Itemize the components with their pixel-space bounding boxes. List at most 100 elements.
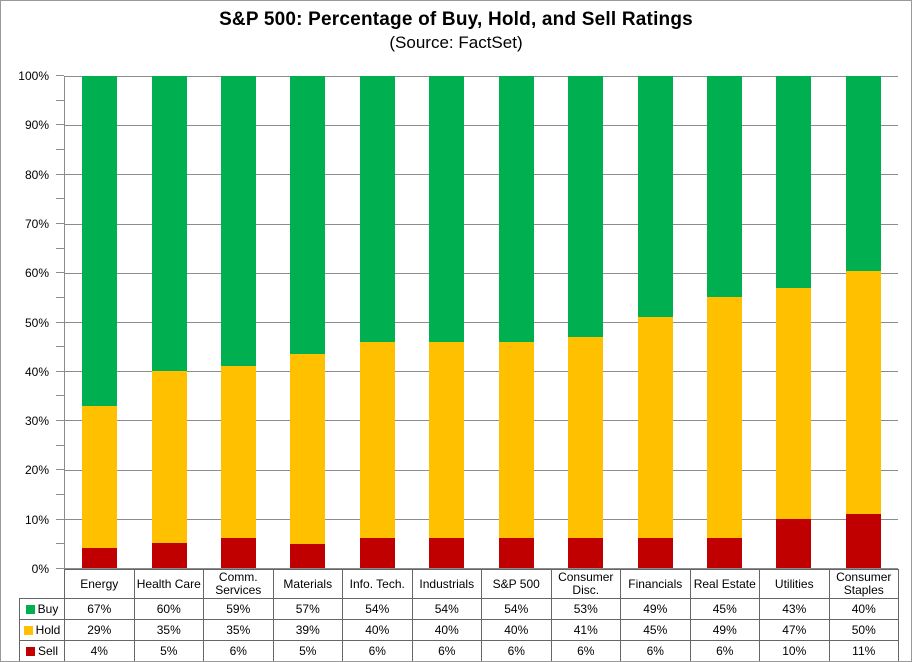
value-hold-s-p-500: 40% xyxy=(481,619,552,641)
y-axis-tick xyxy=(56,75,64,76)
value-buy-consumer-disc: 53% xyxy=(550,598,621,620)
bar-segment-sell-consumer-disc xyxy=(568,538,604,568)
bar-segment-buy-industrials xyxy=(429,76,465,342)
value-sell-consumer-staples: 11% xyxy=(828,640,899,661)
value-hold-comm-services: 35% xyxy=(203,619,274,641)
table-row-sell: Sell 4% 5% 6% 5% 6% 6% 6% 6% 6% 6% 10% 11% xyxy=(19,640,899,661)
gridlines-layer xyxy=(65,76,898,568)
category-header-materials: Materials xyxy=(272,569,343,599)
bar-segment-hold-consumer-staples xyxy=(845,270,881,515)
category-header-utilities: Utilities xyxy=(759,569,830,599)
bar-industrials xyxy=(412,76,481,568)
chart-subtitle: (Source: FactSet) xyxy=(389,33,523,52)
value-buy-consumer-staples: 40% xyxy=(828,598,899,620)
value-buy-industrials: 54% xyxy=(411,598,482,620)
bars-layer xyxy=(65,76,898,568)
value-sell-consumer-disc: 6% xyxy=(550,640,621,661)
value-hold-health-care: 35% xyxy=(133,619,204,641)
y-axis-ticks xyxy=(56,75,64,569)
y-axis-tick xyxy=(56,124,64,126)
y-axis-label: 60% xyxy=(24,266,49,281)
value-sell-s-p-500: 6% xyxy=(481,640,552,661)
category-header-financials: Financials xyxy=(620,569,691,599)
bar-segment-buy-info-tech xyxy=(359,76,395,342)
y-axis-label: 80% xyxy=(24,167,49,182)
gridline xyxy=(65,174,898,176)
bar-segment-sell-real-estate xyxy=(707,538,742,568)
category-header-industrials: Industrials xyxy=(411,569,482,599)
y-axis-tick xyxy=(56,395,64,397)
bar-segment-sell-utilities xyxy=(776,518,812,568)
chart-title: S&P 500: Percentage of Buy, Hold, and Se… xyxy=(219,9,693,30)
legend-swatch-buy xyxy=(25,604,35,614)
bar-segment-sell-comm-services xyxy=(221,538,257,568)
bar-segment-hold-energy xyxy=(82,405,118,549)
y-axis-tick xyxy=(56,420,64,422)
bar-segment-buy-s-p-500 xyxy=(498,76,534,342)
value-sell-health-care: 5% xyxy=(133,640,204,661)
value-buy-utilities: 43% xyxy=(759,598,830,620)
bar-segment-hold-real-estate xyxy=(707,297,742,539)
y-axis-tick xyxy=(56,444,64,446)
value-buy-real-estate: 45% xyxy=(689,598,760,620)
value-sell-real-estate: 6% xyxy=(689,640,760,661)
bar-health-care xyxy=(134,76,203,568)
bar-segment-hold-financials xyxy=(637,317,673,539)
category-header-s-p-500: S&P 500 xyxy=(481,569,552,599)
value-hold-info-tech: 40% xyxy=(342,619,413,641)
y-axis-tick xyxy=(56,247,64,249)
y-axis-label: 10% xyxy=(24,512,49,527)
bar-s-p-500 xyxy=(482,76,551,568)
legend-swatch-hold xyxy=(23,625,33,635)
legend-label-sell: Sell xyxy=(37,643,58,658)
legend-label-hold: Hold xyxy=(35,622,61,637)
bar-segment-sell-health-care xyxy=(151,543,187,568)
plot-area xyxy=(64,76,898,569)
table-corner-blank xyxy=(20,570,65,599)
bar-segment-hold-materials xyxy=(290,353,326,544)
bar-energy xyxy=(65,76,134,568)
value-sell-energy: 4% xyxy=(64,640,135,661)
bar-segment-hold-s-p-500 xyxy=(498,341,534,539)
value-hold-energy: 29% xyxy=(64,619,135,641)
category-header-consumer-disc: Consumer Disc. xyxy=(550,569,621,599)
y-axis-label: 0% xyxy=(31,562,49,576)
value-hold-financials: 45% xyxy=(620,619,691,641)
value-sell-info-tech: 6% xyxy=(342,640,413,661)
bar-comm-services xyxy=(204,76,273,568)
y-axis-label: 100% xyxy=(18,69,49,83)
value-buy-materials: 57% xyxy=(272,598,343,620)
y-axis-tick xyxy=(56,148,64,150)
y-axis-label: 20% xyxy=(24,463,49,478)
legend-swatch-sell xyxy=(25,646,35,656)
bar-segment-sell-info-tech xyxy=(359,538,395,568)
value-hold-real-estate: 49% xyxy=(689,619,760,641)
value-sell-industrials: 6% xyxy=(411,640,482,661)
value-sell-financials: 6% xyxy=(620,640,691,661)
legend-label-buy: Buy xyxy=(37,601,59,616)
y-axis-tick xyxy=(56,370,64,372)
y-axis-tick xyxy=(56,518,64,520)
y-axis-tick xyxy=(56,494,64,496)
value-buy-s-p-500: 54% xyxy=(481,598,552,620)
legend-key-hold: Hold xyxy=(19,619,65,641)
bar-real-estate xyxy=(690,76,759,568)
value-buy-health-care: 60% xyxy=(133,598,204,620)
y-axis-tick xyxy=(56,321,64,323)
y-axis-label: 30% xyxy=(24,414,49,429)
bar-segment-hold-comm-services xyxy=(221,366,257,539)
y-axis-labels: 0% 10% 20% 30% 40% 50% 60% 70% 80% 90% 100% xyxy=(1,70,49,575)
value-buy-energy: 67% xyxy=(64,598,135,620)
bar-utilities xyxy=(759,76,828,568)
y-axis-label: 50% xyxy=(24,315,49,330)
y-axis-tick xyxy=(56,568,64,569)
bar-consumer-staples xyxy=(829,76,898,568)
value-sell-utilities: 10% xyxy=(759,640,830,661)
value-hold-industrials: 40% xyxy=(411,619,482,641)
category-header-energy: Energy xyxy=(64,569,135,599)
bar-segment-sell-s-p-500 xyxy=(498,538,534,568)
gridline xyxy=(65,518,898,520)
y-axis-label: 40% xyxy=(24,364,49,379)
value-buy-comm-services: 59% xyxy=(203,598,274,620)
